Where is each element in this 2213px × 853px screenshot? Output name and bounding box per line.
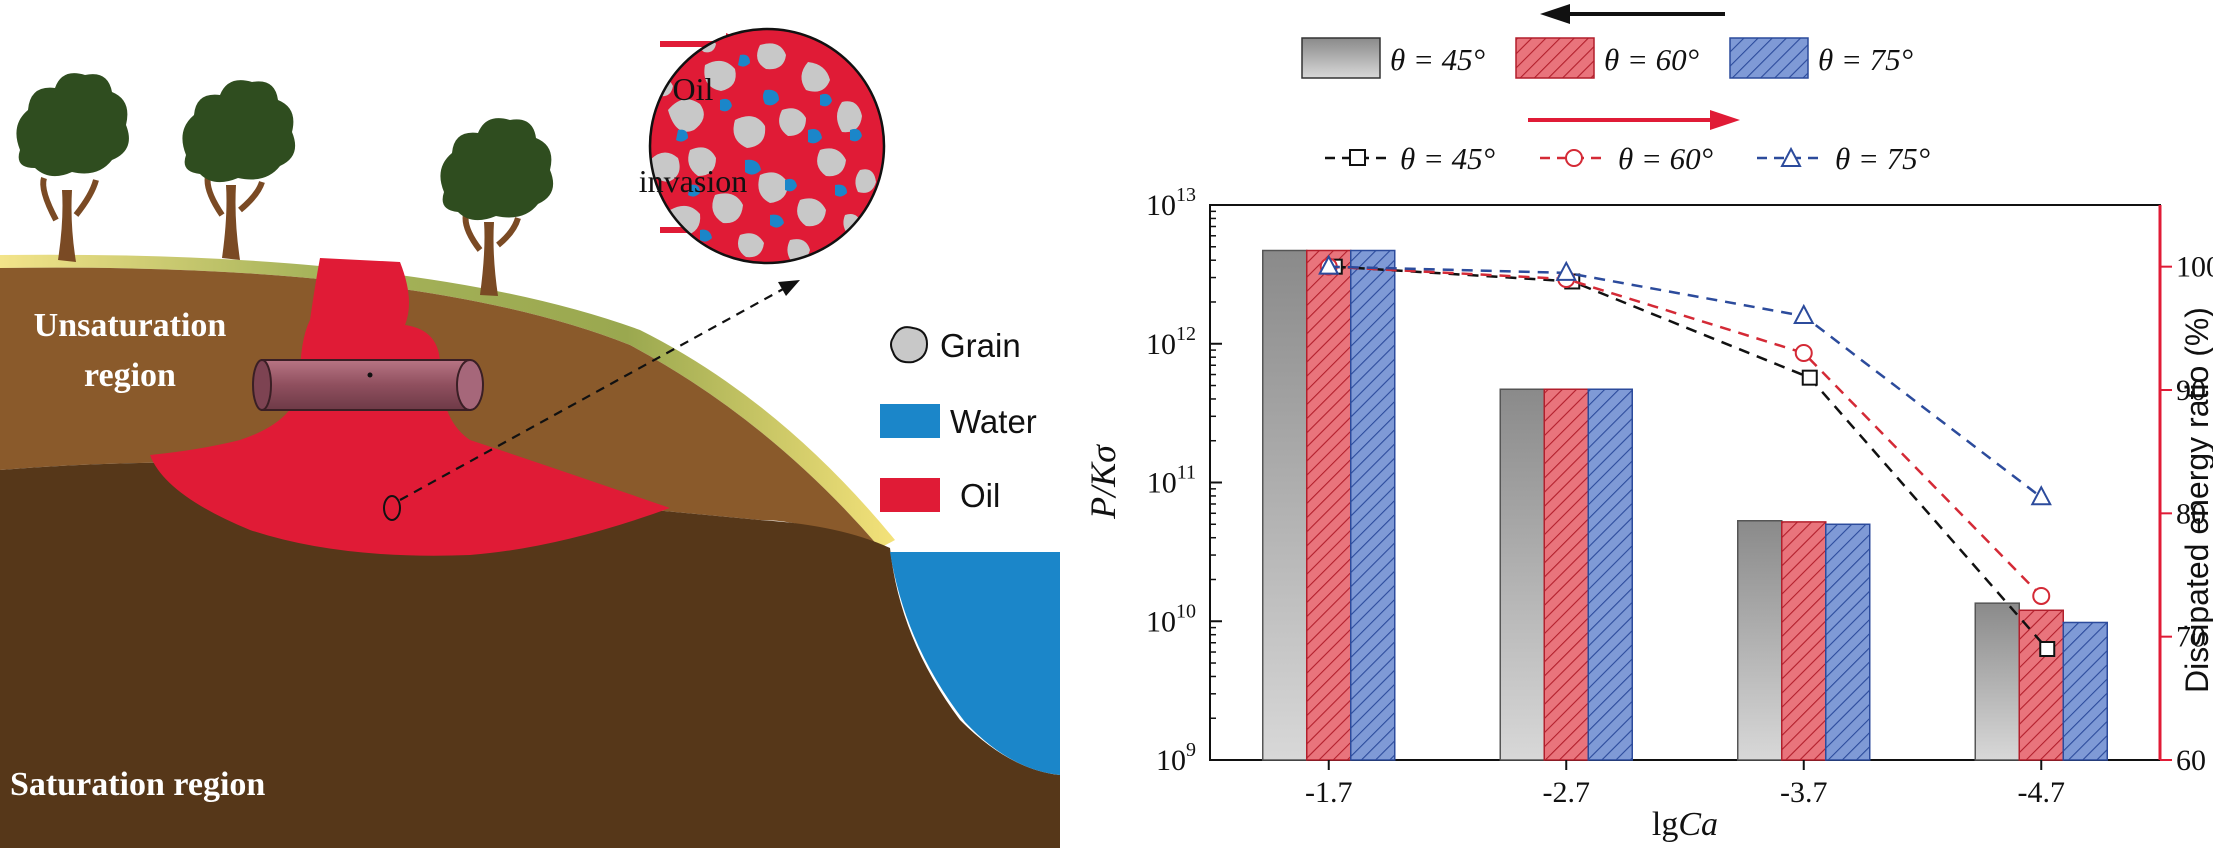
water-body bbox=[890, 552, 1060, 775]
oil-swatch-icon bbox=[880, 478, 940, 512]
tree bbox=[440, 118, 554, 296]
legend-grain-label: Grain bbox=[940, 327, 1021, 364]
marker-theta-45-3 bbox=[2039, 641, 2056, 657]
y2-tick-label: 70 bbox=[2176, 621, 2206, 654]
illustration-svg: Oil invasion Unsaturation region Saturat… bbox=[0, 27, 1060, 848]
unsaturation-label-region: region bbox=[84, 357, 176, 394]
bar-legend: θ = 45° θ = 60° θ = 75° bbox=[1301, 37, 1913, 79]
line-legend-marker-60 bbox=[1565, 149, 1583, 167]
illustration-legend: Grain Water Oil bbox=[880, 326, 1037, 514]
marker-theta-75-1 bbox=[1555, 260, 1577, 281]
line-legend-label-75: θ = 75° bbox=[1835, 141, 1930, 176]
bar-theta-75-1 bbox=[1587, 388, 1633, 761]
y-tick-label: 109 bbox=[1156, 739, 1196, 777]
y2-axis-label: Dissipated energy ratio (%) bbox=[2179, 307, 2213, 693]
bar-theta-45-0 bbox=[1262, 249, 1308, 761]
bar-legend-label-45: θ = 45° bbox=[1390, 42, 1485, 77]
bar-theta-75-0 bbox=[1350, 249, 1396, 761]
x-tick-label: -1.7 bbox=[1305, 776, 1353, 809]
bar-theta-45-2 bbox=[1737, 520, 1783, 761]
tree bbox=[16, 73, 129, 262]
marker-theta-60-2 bbox=[1794, 344, 1813, 362]
y-tick-label: 1011 bbox=[1147, 462, 1196, 500]
saturation-label: Saturation region bbox=[10, 766, 265, 803]
y2-tick-label: 80 bbox=[2176, 497, 2206, 530]
line-legend-marker-75 bbox=[1780, 146, 1802, 167]
x-axis-label: lgCa bbox=[1652, 806, 1718, 843]
chart-panel: θ = 45° θ = 60° θ = 75° θ = 45° θ = 60° … bbox=[1060, 0, 2213, 848]
zoom-arrow-head bbox=[778, 280, 800, 296]
legend-water-label: Water bbox=[950, 403, 1037, 440]
y2-tick-label: 100 bbox=[2176, 251, 2213, 284]
bar-legend-swatch-75 bbox=[1729, 37, 1809, 79]
tree bbox=[182, 80, 296, 260]
line-theta-60 bbox=[1328, 265, 2043, 597]
bar-theta-75-2 bbox=[1825, 523, 1871, 761]
bar-theta-45-1 bbox=[1499, 388, 1545, 761]
line-theta-75 bbox=[1328, 265, 2043, 499]
y-tick-label: 1010 bbox=[1146, 600, 1196, 638]
line-legend-label-45: θ = 45° bbox=[1400, 141, 1495, 176]
x-tick-label: -2.7 bbox=[1543, 776, 1591, 809]
marker-theta-75-3 bbox=[2030, 485, 2052, 506]
y2-tick-label: 60 bbox=[2176, 744, 2206, 777]
axes-layer: 109 1010 1011 1012 1013 60 70 80 90 100 -1.7 -2.7 -3… bbox=[1146, 184, 2213, 809]
line-legend-label-60: θ = 60° bbox=[1618, 141, 1713, 176]
pore-scale-view bbox=[648, 27, 886, 265]
y-axis-label: P/Kσ bbox=[1083, 444, 1123, 520]
legend-oil-label: Oil bbox=[960, 477, 1000, 514]
oil-invasion-label-2: invasion bbox=[639, 163, 747, 199]
grain-icon bbox=[890, 326, 929, 364]
bar-theta-60-3 bbox=[2018, 609, 2064, 761]
line-theta-45 bbox=[1334, 265, 2049, 650]
marker-theta-75-0 bbox=[1318, 254, 1340, 275]
marker-theta-75-2 bbox=[1793, 303, 1815, 324]
geology-illustration: Oil invasion Unsaturation region Saturat… bbox=[0, 0, 1060, 848]
marker-theta-60-3 bbox=[2032, 586, 2051, 605]
y-tick-label: 1012 bbox=[1146, 323, 1196, 361]
bar-theta-60-0 bbox=[1306, 249, 1352, 761]
bar-theta-60-2 bbox=[1781, 521, 1827, 761]
sample-point bbox=[383, 495, 401, 521]
chart-svg: θ = 45° θ = 60° θ = 75° θ = 45° θ = 60° … bbox=[1083, 4, 2213, 843]
bar-legend-swatch-45 bbox=[1301, 37, 1381, 79]
marker-theta-45-2 bbox=[1801, 369, 1818, 386]
bars-layer bbox=[1262, 249, 2108, 761]
unsaturation-label: Unsaturation bbox=[34, 307, 227, 344]
bar-legend-label-75: θ = 75° bbox=[1818, 42, 1913, 77]
bar-theta-45-3 bbox=[1974, 602, 2020, 761]
line-legend-marker-45 bbox=[1349, 149, 1366, 166]
y2-tick-label: 90 bbox=[2176, 374, 2206, 407]
bar-direction-arrow bbox=[1540, 4, 1725, 24]
water-swatch-icon bbox=[880, 404, 940, 438]
saturated-soil bbox=[0, 462, 1060, 848]
bar-theta-75-3 bbox=[2062, 621, 2108, 761]
line-legend: θ = 45° θ = 60° θ = 75° bbox=[1325, 141, 1930, 176]
oil-invasion-label-1: Oil bbox=[673, 71, 714, 107]
bar-legend-swatch-60 bbox=[1515, 37, 1595, 79]
pipe bbox=[252, 359, 484, 411]
x-tick-label: -4.7 bbox=[2018, 776, 2066, 809]
x-tick-label: -3.7 bbox=[1780, 776, 1828, 809]
y-tick-label: 1013 bbox=[1146, 184, 1196, 222]
lines-layer bbox=[1318, 254, 2056, 657]
bar-theta-60-1 bbox=[1543, 388, 1589, 761]
bar-legend-label-60: θ = 60° bbox=[1604, 42, 1699, 77]
line-direction-arrow bbox=[1528, 110, 1740, 130]
